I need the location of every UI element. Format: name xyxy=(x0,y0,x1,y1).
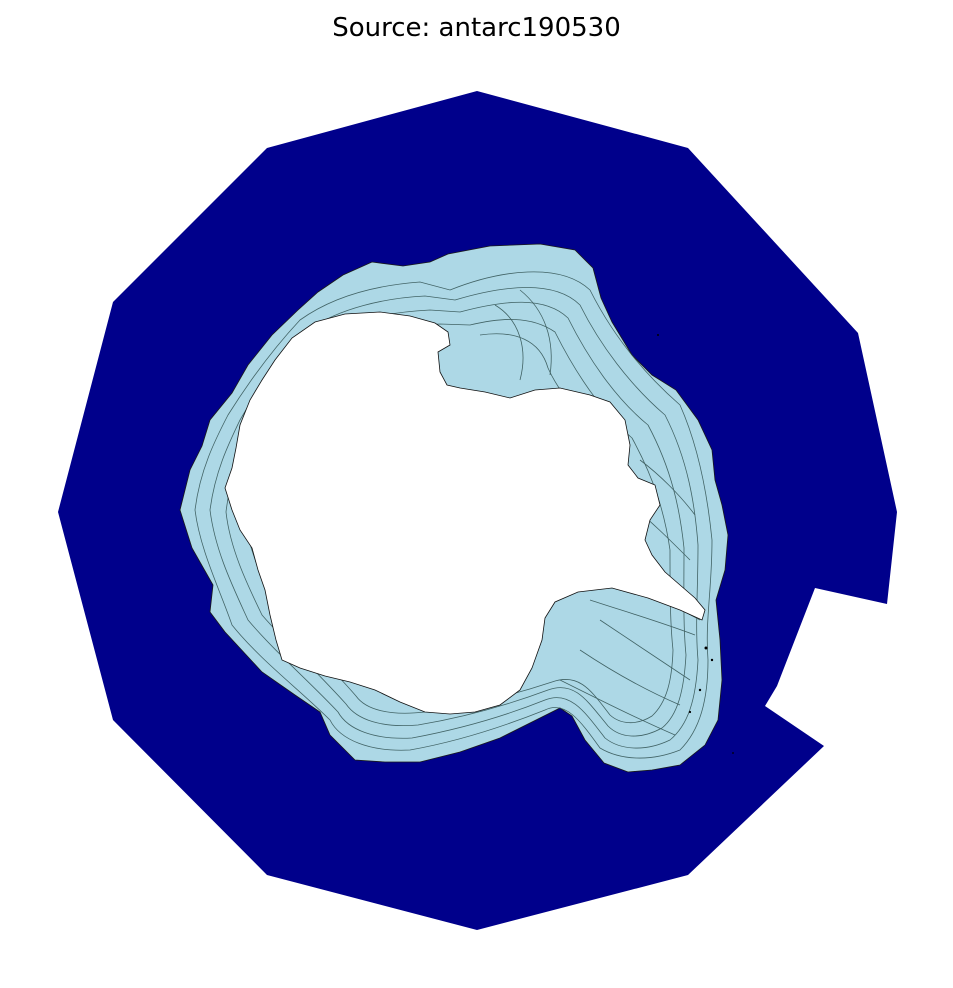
map-title: Source: antarc190530 xyxy=(332,13,621,43)
coastal-islands xyxy=(657,334,734,754)
antarctica-landmass xyxy=(224,311,706,715)
